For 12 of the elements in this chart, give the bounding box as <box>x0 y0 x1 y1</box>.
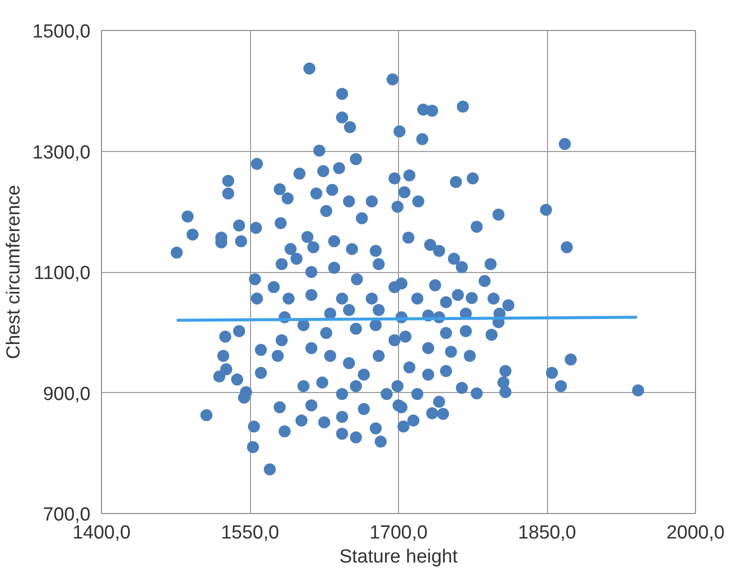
x-tick-label: 1700,0 <box>369 522 428 544</box>
y-tick-label: 1300,0 <box>32 142 91 164</box>
x-tick-label: 2000,0 <box>666 522 725 544</box>
y-tick-label: 1500,0 <box>32 22 91 42</box>
x-tick-label: 1400,0 <box>72 522 131 544</box>
y-tick-label: 1100,0 <box>34 263 90 284</box>
x-tick-label: 1850,0 <box>518 522 576 544</box>
y-axis-title: Chest circumference <box>3 184 24 360</box>
y-tick-label: 900,0 <box>42 384 90 405</box>
x-tick-label: 1550,0 <box>220 522 280 544</box>
x-axis-title: Stature height <box>339 546 458 568</box>
y-tick-label: 700,0 <box>42 504 90 526</box>
